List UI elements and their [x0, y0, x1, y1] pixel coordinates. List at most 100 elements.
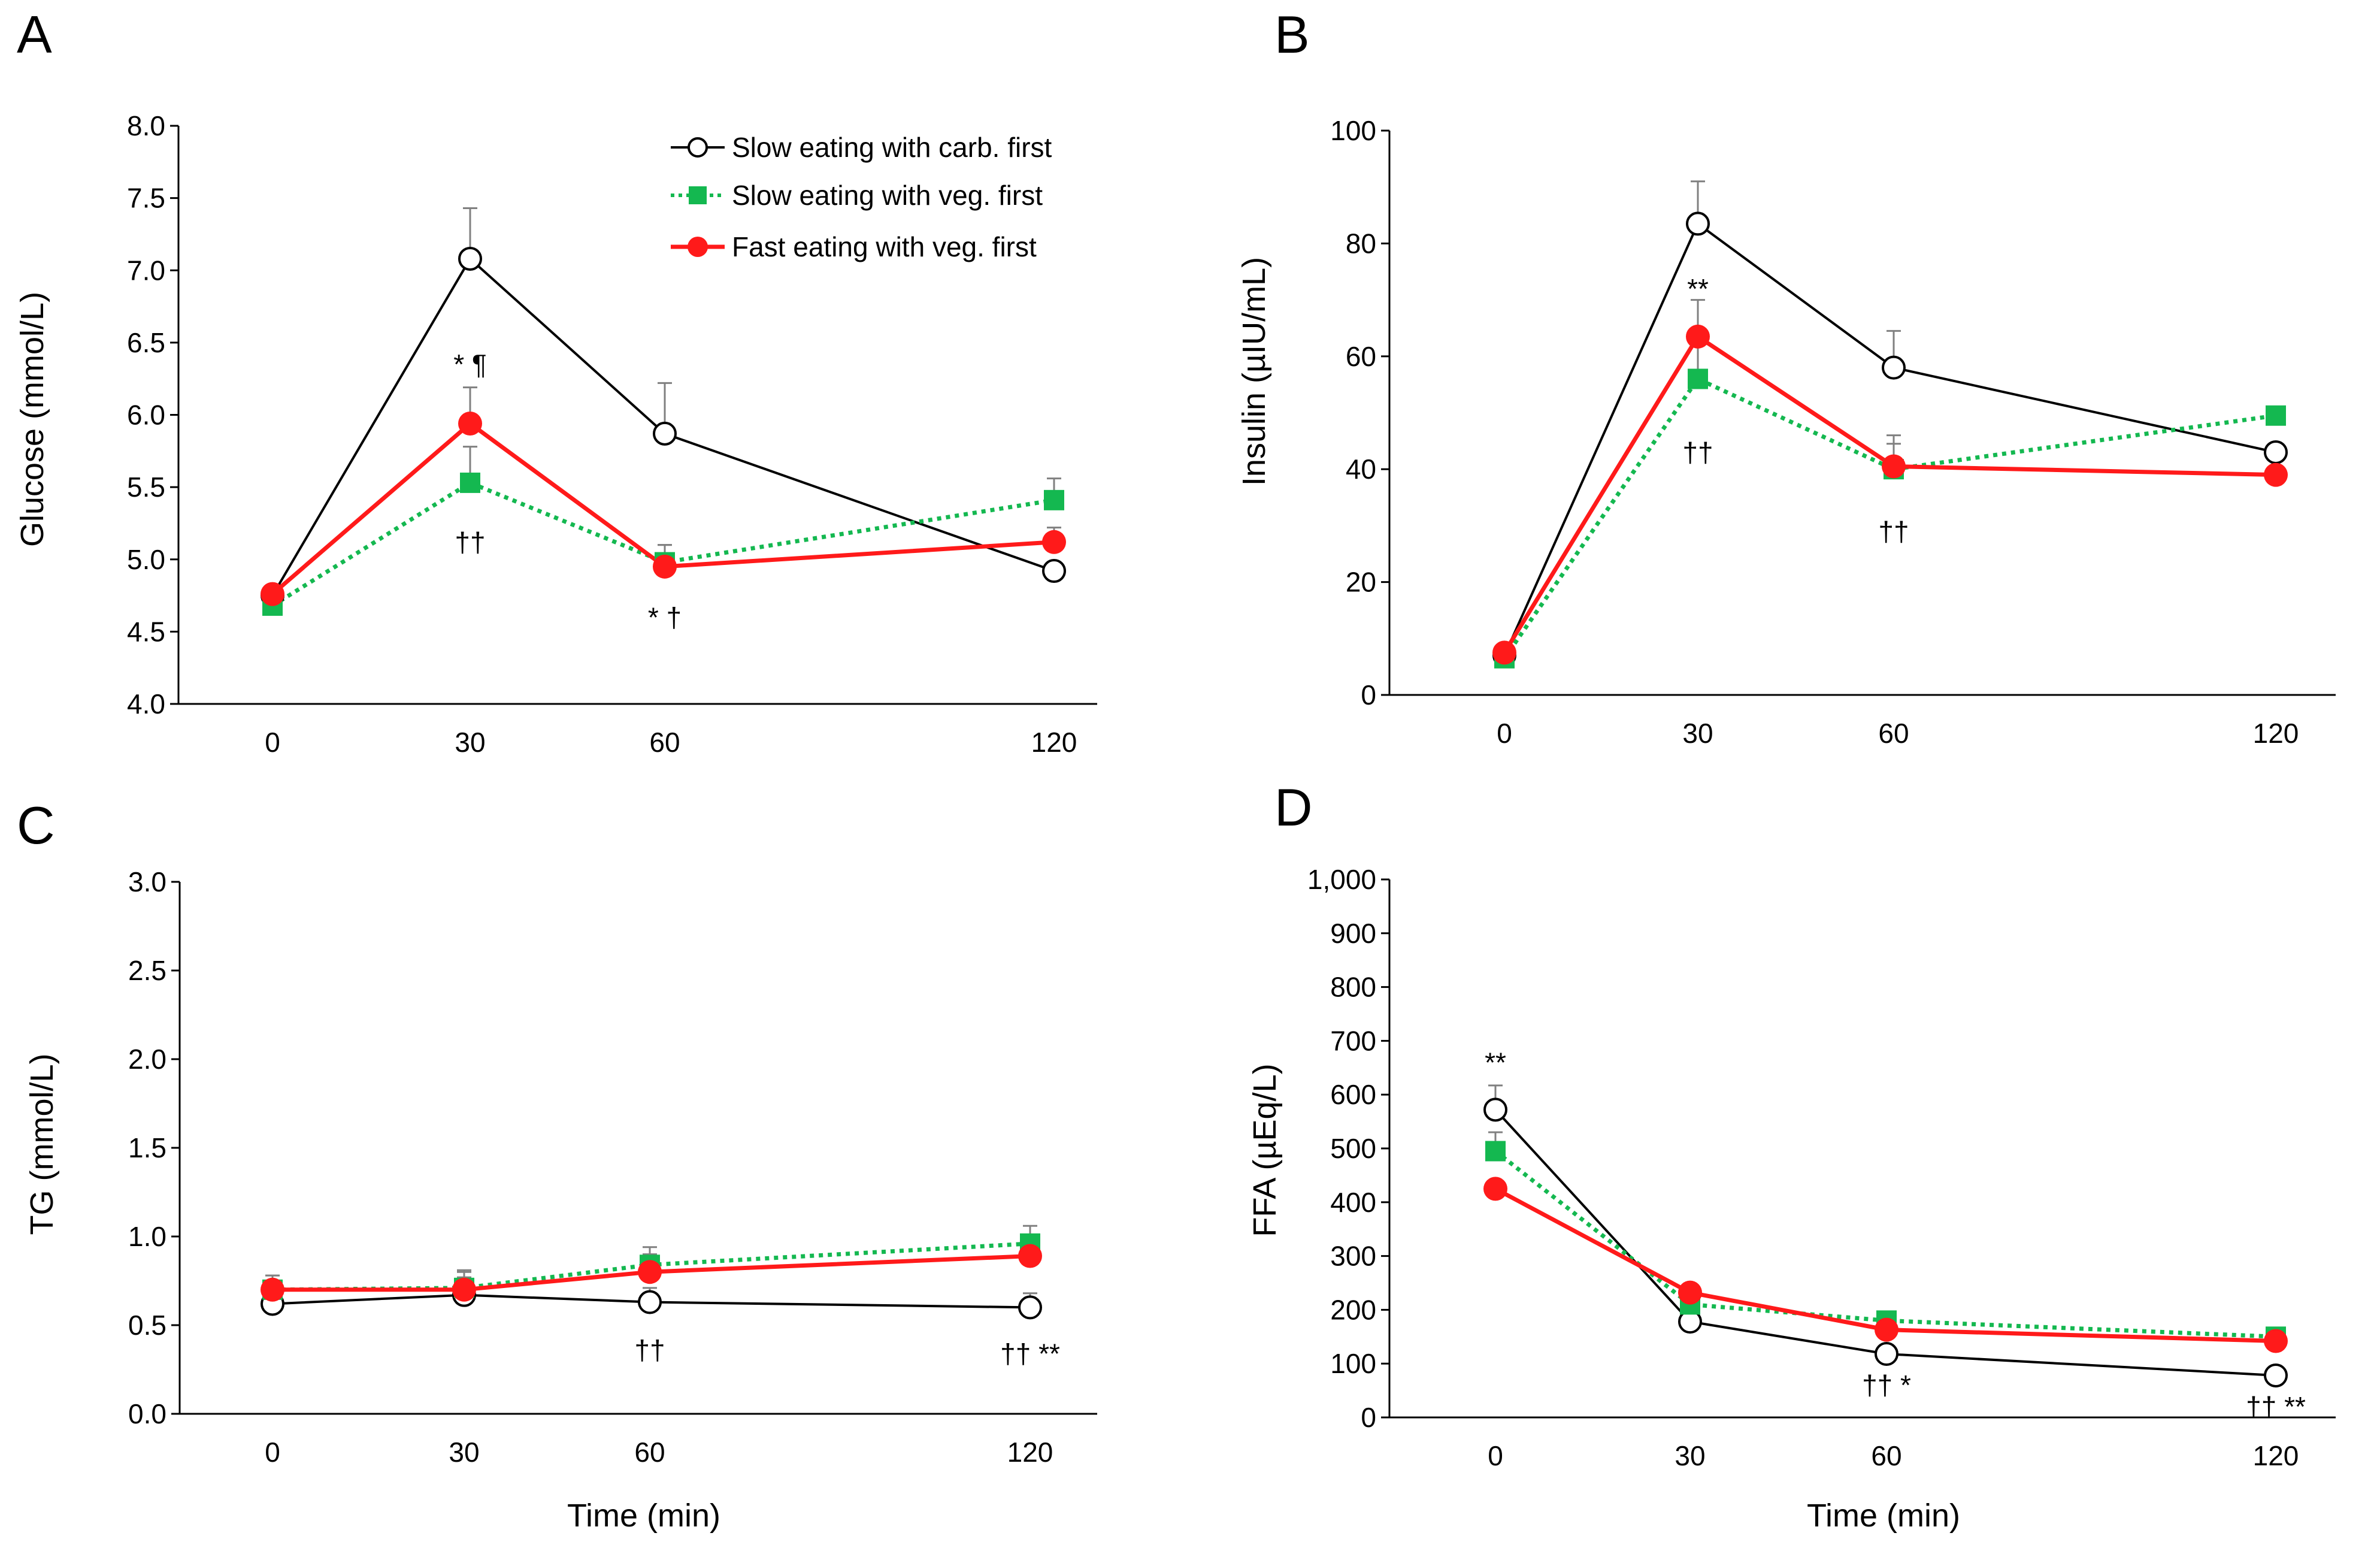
x-tick-label: 120 [2253, 1440, 2299, 1471]
legend-marker-fast-veg [688, 237, 708, 257]
series-line-fast-veg [1503, 334, 2276, 654]
x-tick-label: 30 [449, 1437, 479, 1468]
y-tick-label: 5.5 [127, 471, 165, 503]
y-axis-title-d: FFA (µEq/L) [1247, 1063, 1283, 1236]
y-tick-label: 6.5 [127, 327, 165, 358]
y-tick-label: 7.5 [127, 183, 165, 214]
annotation: †† * [1862, 1369, 1911, 1401]
plot-area-b: 0 20 40 60 80 100 0 30 60 120 [1330, 115, 2336, 749]
series-line-carb [1503, 222, 2276, 656]
y-axis-title-c: TG (mmol/L) [24, 1054, 60, 1235]
data-point-fast-veg [2264, 1329, 2288, 1353]
y-axis-title-a: Glucose (mmol/L) [14, 292, 50, 547]
y-tick-label: 0.5 [128, 1310, 166, 1341]
y-tick-label: 80 [1346, 228, 1376, 259]
series-line-fast-veg [271, 421, 1055, 596]
legend-item-fast-veg: Fast eating with veg. first [671, 231, 1037, 262]
annotation: †† [1682, 437, 1713, 468]
y-tick-label: 6.0 [127, 400, 165, 431]
y-tick-label: 500 [1330, 1133, 1376, 1164]
legend-marker-slow-veg [689, 186, 707, 204]
data-point-carb [1686, 211, 1710, 236]
series-line-fast-veg [272, 1254, 1031, 1292]
x-tick-label: 120 [1007, 1437, 1053, 1468]
panel-letter-b: B [1274, 5, 1310, 64]
x-tick-label: 60 [634, 1437, 665, 1468]
y-tick-label: 100 [1330, 1348, 1376, 1379]
data-point-slow-veg [1044, 489, 1064, 510]
annotation: †† [1878, 516, 1909, 547]
legend-item-slow-veg: Slow eating with veg. first [671, 180, 1043, 211]
data-point-fast-veg [638, 1260, 662, 1284]
series-line-slow-veg [272, 1241, 1031, 1292]
series-line-slow-veg [1503, 376, 2276, 660]
x-axis-title-c: Time (min) [567, 1498, 720, 1534]
panel-d: D 0 100 200 300 400 500 600 700 800 900 1,000 0 30 60… [1247, 778, 2336, 1534]
x-tick-label: 0 [265, 1437, 280, 1468]
y-tick-label: 5.0 [127, 544, 165, 575]
data-point-carb [1018, 1295, 1042, 1320]
y-tick-label: 3.0 [128, 866, 166, 897]
y-tick-label: 7.0 [127, 255, 165, 286]
y-tick-label: 0 [1361, 679, 1376, 711]
annotation: †† ** [2246, 1391, 2306, 1422]
data-point-fast-veg [1483, 1177, 1507, 1201]
annotation: ** [1485, 1047, 1506, 1078]
annotation: †† [455, 527, 485, 558]
y-tick-label: 900 [1330, 918, 1376, 949]
data-point-carb [1042, 559, 1066, 583]
data-point-slow-veg [1688, 368, 1708, 389]
series-line-slow-veg [1494, 1149, 2276, 1339]
annotation: ** [1687, 273, 1709, 304]
annotation: * † [648, 601, 682, 633]
x-axis-title-d: Time (min) [1807, 1498, 1960, 1534]
x-tick-label: 30 [455, 727, 485, 758]
data-point-carb [653, 421, 677, 446]
y-tick-label: 0 [1361, 1402, 1376, 1433]
y-tick-label: 2.0 [128, 1044, 166, 1075]
data-point-carb [458, 246, 482, 271]
y-tick-label: 4.5 [127, 616, 165, 647]
data-point-carb [1882, 355, 1906, 380]
panel-letter-c: C [17, 796, 55, 855]
data-point-fast-veg [1018, 1244, 1042, 1268]
series-line-carb [271, 257, 1055, 597]
x-tick-label: 0 [265, 727, 280, 758]
data-point-fast-veg [261, 582, 284, 606]
data-point-fast-veg [452, 1277, 476, 1302]
data-point-fast-veg [1882, 454, 1906, 479]
series-line-fast-veg [1494, 1187, 2276, 1343]
x-tick-label: 0 [1488, 1440, 1503, 1471]
legend-marker-carb [688, 137, 708, 158]
y-tick-label: 0.0 [128, 1398, 166, 1429]
annotation: †† [634, 1334, 665, 1365]
legend-label-carb: Slow eating with carb. first [732, 132, 1052, 163]
data-point-slow-veg [460, 472, 480, 493]
x-tick-label: 0 [1497, 718, 1512, 749]
y-tick-label: 300 [1330, 1241, 1376, 1272]
y-tick-label: 60 [1346, 341, 1376, 372]
y-tick-label: 20 [1346, 567, 1376, 598]
series-line-carb [272, 1293, 1031, 1309]
data-point-fast-veg [1686, 324, 1710, 349]
y-tick-label: 8.0 [127, 110, 165, 141]
data-point-fast-veg [1042, 530, 1066, 554]
panel-a: A 4.0 4.5 5.0 5.5 6.0 6.5 7.0 7.5 8.0 0 30 60 120 Gl… [14, 5, 1097, 758]
data-point-carb [2264, 440, 2288, 464]
plot-area-c: 0.0 0.5 1.0 1.5 2.0 2.5 3.0 0 30 60 120 [128, 866, 1097, 1468]
data-point-fast-veg [261, 1277, 284, 1302]
y-tick-label: 1.0 [128, 1221, 166, 1252]
plot-area-a: 4.0 4.5 5.0 5.5 6.0 6.5 7.0 7.5 8.0 0 30 60 120 [127, 110, 1097, 758]
y-tick-label: 1.5 [128, 1132, 166, 1163]
panel-letter-a: A [17, 5, 52, 64]
y-tick-label: 100 [1330, 115, 1376, 146]
data-point-fast-veg [1492, 640, 1516, 665]
data-point-carb [2264, 1363, 2288, 1387]
data-point-fast-veg [1875, 1317, 1898, 1342]
data-point-fast-veg [653, 554, 677, 579]
series-line-carb [1494, 1108, 2276, 1377]
y-tick-label: 200 [1330, 1294, 1376, 1325]
data-point-fast-veg [1678, 1280, 1702, 1305]
annotation: * ¶ [453, 349, 486, 380]
legend: Slow eating with carb. first Slow eating… [671, 132, 1052, 262]
